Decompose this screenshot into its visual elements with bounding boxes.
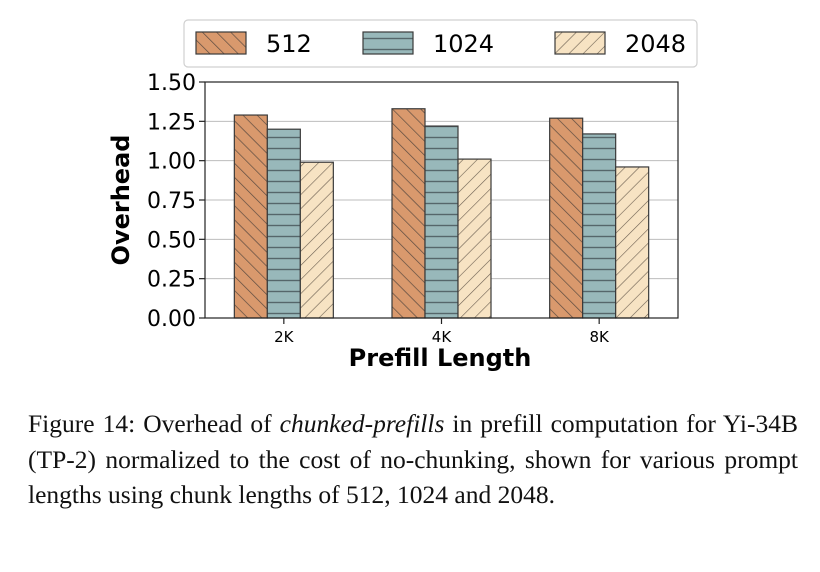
- y-axis-label: Overhead: [107, 135, 135, 266]
- bar-hatch: [582, 133, 617, 319]
- y-tick-label: 1.50: [147, 71, 196, 96]
- x-tick-label: 4K: [432, 328, 453, 346]
- legend-swatch-hatch: [554, 31, 606, 55]
- x-tick-label: 2K: [274, 328, 295, 346]
- y-tick-label: 1.25: [147, 110, 196, 135]
- bar-hatch: [615, 166, 650, 319]
- bar-hatch: [457, 158, 492, 319]
- bar-hatch: [299, 161, 334, 319]
- bar-hatch: [266, 128, 301, 319]
- legend-item-512: 512: [195, 30, 312, 58]
- legend-swatch-hatch: [195, 31, 247, 55]
- bar-hatch: [424, 125, 459, 319]
- legend-label: 1024: [433, 30, 494, 58]
- y-tick-label: 0.25: [147, 268, 196, 293]
- x-tick-label: 8K: [589, 328, 610, 346]
- bar-hatch: [391, 108, 426, 319]
- caption-emphasis: chunked-prefills: [279, 409, 445, 438]
- chart-legend: 512 1024 2048: [183, 19, 698, 68]
- bar-hatch: [549, 117, 584, 319]
- legend-label: 512: [266, 30, 312, 58]
- y-tick-label: 1.00: [147, 150, 196, 175]
- figure-caption: Figure 14: Overhead of chunked-prefills …: [28, 406, 798, 513]
- y-tick-label: 0.50: [147, 228, 196, 253]
- x-axis-label: Prefill Length: [349, 344, 532, 372]
- bars: [233, 108, 650, 319]
- legend-label: 2048: [625, 30, 686, 58]
- caption-prefix: Figure 14: Overhead of: [28, 409, 280, 438]
- y-tick-label: 0.00: [147, 307, 196, 332]
- caption-rest: in prefill computation for Yi-34B (TP-2)…: [28, 409, 799, 509]
- legend-item-1024: 1024: [362, 30, 494, 58]
- legend-swatch-hatch: [362, 31, 414, 55]
- legend-item-2048: 2048: [554, 30, 686, 58]
- bar-chart: 512 1024 2048 0.00 0.25 0.50 0.75 1.00 1.25 1.50…: [107, 19, 698, 372]
- y-tick-label: 0.75: [147, 189, 196, 214]
- bar-hatch: [233, 114, 268, 319]
- y-axis: 0.00 0.25 0.50 0.75 1.00 1.25 1.50: [147, 71, 205, 332]
- x-axis: 2K 4K 8K: [274, 318, 610, 346]
